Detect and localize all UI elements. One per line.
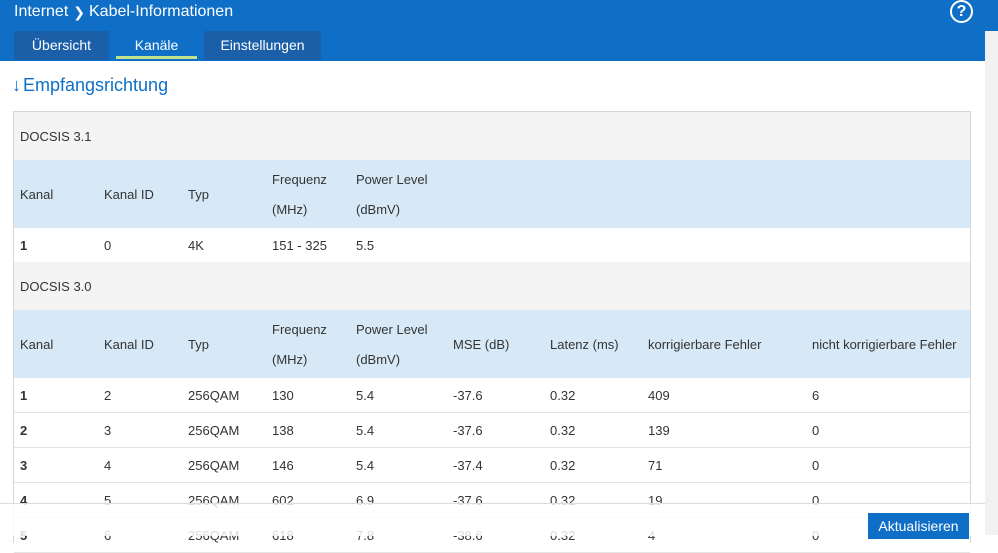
cell-power-level: 5.4 (356, 423, 375, 438)
section-heading-empfangsrichtung[interactable]: ↓ Empfangsrichtung (12, 75, 168, 96)
column-header: korrigierbare Fehler (648, 337, 762, 352)
cell-typ: 256QAM (188, 423, 240, 438)
cell-frequenz: 138 (272, 423, 294, 438)
column-header: Latenz (ms) (550, 337, 619, 352)
chevron-right-icon: ❯ (73, 3, 85, 20)
docsis-3-0-heading: DOCSIS 3.0 (14, 262, 970, 311)
scrollbar[interactable] (985, 0, 998, 535)
cell-power-level: 5.4 (356, 458, 375, 473)
tab-kanaele-label: Kanäle (134, 37, 179, 53)
column-header: MSE (dB) (453, 337, 510, 352)
tab-uebersicht[interactable]: Übersicht (14, 31, 109, 60)
breadcrumb: Internet ❯ Kabel-Informationen (14, 2, 233, 22)
column-header-unit: (dBmV) (356, 202, 401, 217)
scrollbar-thumb[interactable] (985, 0, 998, 31)
help-icon[interactable]: ? (950, 0, 973, 23)
cell-nicht-korrigierbare-fehler: 0 (812, 423, 820, 438)
active-tab-indicator (116, 56, 197, 59)
breadcrumb-item-internet[interactable]: Internet (14, 3, 69, 20)
cell-kanal: 1 (20, 388, 28, 403)
cell-kanal-id: 3 (104, 423, 112, 438)
column-header: Typ (188, 337, 209, 352)
table-row: 1 2 256QAM 130 5.4 -37.6 0.32 409 6 (14, 378, 970, 413)
column-header: Kanal ID (104, 337, 154, 352)
docsis-3-1-title: DOCSIS 3.1 (20, 129, 92, 144)
docsis-3-1-heading: DOCSIS 3.1 (14, 112, 970, 161)
breadcrumb-item-kabel-informationen: Kabel-Informationen (89, 3, 234, 20)
tab-kanaele[interactable]: Kanäle (116, 31, 197, 60)
cell-nicht-korrigierbare-fehler: 0 (812, 458, 820, 473)
table-row: 2 3 256QAM 138 5.4 -37.6 0.32 139 0 (14, 413, 970, 448)
column-header-unit: (dBmV) (356, 352, 401, 367)
table-row: 1 0 4K 151 - 325 5.5 (14, 228, 970, 263)
cell-power-level: 5.4 (356, 388, 375, 403)
cell-kanal: 1 (20, 238, 28, 253)
cell-korrigierbare-fehler: 71 (648, 458, 663, 473)
arrow-down-icon: ↓ (12, 75, 21, 95)
bottom-action-bar (0, 503, 985, 536)
column-header: Kanal ID (104, 187, 154, 202)
channel-table-panel: DOCSIS 3.1 Kanal Kanal ID Typ Frequenz (… (13, 111, 971, 553)
column-header: nicht korrigierbare Fehler (812, 337, 957, 352)
cell-kanal-id: 4 (104, 458, 112, 473)
cell-typ: 256QAM (188, 458, 240, 473)
refresh-button[interactable]: Aktualisieren (868, 513, 969, 539)
column-header: Typ (188, 187, 209, 202)
cell-frequenz: 146 (272, 458, 294, 473)
cell-korrigierbare-fehler: 139 (648, 423, 670, 438)
column-header: Power Level (356, 322, 428, 337)
cell-mse: -37.6 (453, 388, 483, 403)
column-header: Frequenz (272, 172, 327, 187)
cell-latenz: 0.32 (550, 423, 576, 438)
cell-power-level: 5.5 (356, 238, 375, 253)
cell-mse: -37.4 (453, 458, 483, 473)
column-header: Power Level (356, 172, 428, 187)
cell-korrigierbare-fehler: 409 (648, 388, 670, 403)
section-title: Empfangsrichtung (23, 75, 169, 95)
column-header: Kanal (20, 337, 54, 352)
column-header-unit: (MHz) (272, 202, 308, 217)
cell-kanal: 3 (20, 458, 28, 473)
cell-nicht-korrigierbare-fehler: 6 (812, 388, 820, 403)
column-header: Kanal (20, 187, 54, 202)
column-header-unit: (MHz) (272, 352, 308, 367)
column-header: Frequenz (272, 322, 327, 337)
cell-kanal-id: 0 (104, 238, 112, 253)
cell-frequenz: 151 - 325 (272, 238, 327, 253)
docsis-3-0-table-header: Kanal Kanal ID Typ Frequenz (MHz) Power … (14, 310, 970, 378)
cell-kanal: 2 (20, 423, 28, 438)
cell-latenz: 0.32 (550, 458, 576, 473)
cell-latenz: 0.32 (550, 388, 576, 403)
cell-kanal: 4 (20, 493, 28, 508)
cell-frequenz: 130 (272, 388, 294, 403)
cell-nicht-korrigierbare-fehler: 0 (812, 493, 820, 508)
cell-typ: 256QAM (188, 388, 240, 403)
tab-einstellungen[interactable]: Einstellungen (204, 31, 321, 60)
cell-kanal-id: 2 (104, 388, 112, 403)
docsis-3-1-table-header: Kanal Kanal ID Typ Frequenz (MHz) Power … (14, 160, 970, 228)
cell-kanal-id: 5 (104, 493, 112, 508)
cell-mse: -37.6 (453, 423, 483, 438)
docsis-3-0-title: DOCSIS 3.0 (20, 279, 92, 294)
table-row: 3 4 256QAM 146 5.4 -37.4 0.32 71 0 (14, 448, 970, 483)
cell-typ: 4K (188, 238, 204, 253)
